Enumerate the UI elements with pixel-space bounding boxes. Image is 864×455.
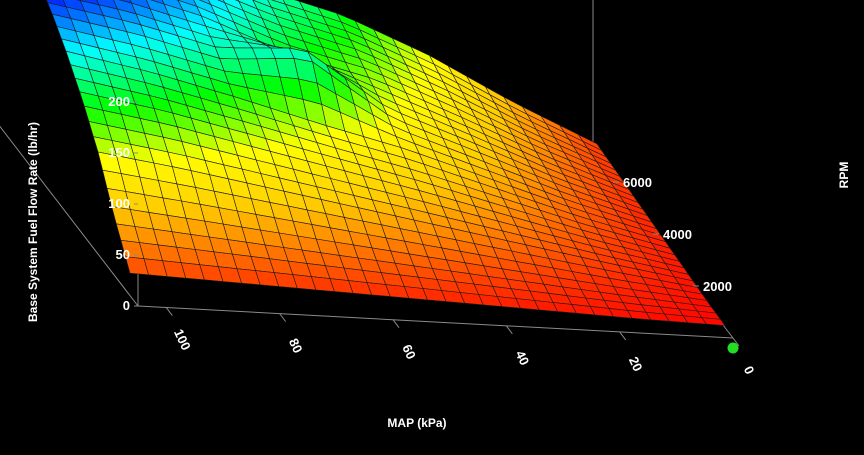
x-tick-label: 0 (741, 364, 758, 377)
x-tick-label: 20 (626, 354, 646, 373)
y-tick-label: 6000 (623, 175, 652, 190)
x-axis-title: MAP (kPa) (387, 416, 446, 430)
x-tick-label: 60 (399, 342, 419, 361)
z-tick-label: 50 (116, 247, 130, 262)
surface-cell (701, 317, 726, 326)
x-tick-label: 80 (286, 336, 306, 355)
y-tick-label: 2000 (703, 279, 732, 294)
x-tick-mark (732, 337, 740, 347)
z-tick-label: 100 (108, 196, 130, 211)
z-tick-label: 200 (108, 94, 130, 109)
x-tick-mark (392, 319, 400, 329)
x-tick-label: 100 (171, 327, 194, 353)
y-tick-label: 4000 (663, 227, 692, 242)
x-tick-mark (279, 313, 287, 322)
y-axis-title: RPM (837, 162, 851, 189)
surface-mesh (46, 0, 726, 326)
x-tick-mark (619, 331, 627, 341)
z-tick-label: 150 (108, 145, 130, 160)
x-tick-label: 40 (513, 348, 533, 367)
x-tick-mark (505, 325, 513, 335)
marker-layer (727, 342, 739, 354)
z-axis-title: Base System Fuel Flow Rate (lb/hr) (26, 122, 40, 322)
cursor-marker-dot[interactable] (727, 342, 739, 354)
box-edge (0, 125, 139, 307)
box-edge (137, 305, 734, 339)
x-tick-mark (165, 307, 173, 316)
z-tick-label: 0 (123, 298, 130, 313)
